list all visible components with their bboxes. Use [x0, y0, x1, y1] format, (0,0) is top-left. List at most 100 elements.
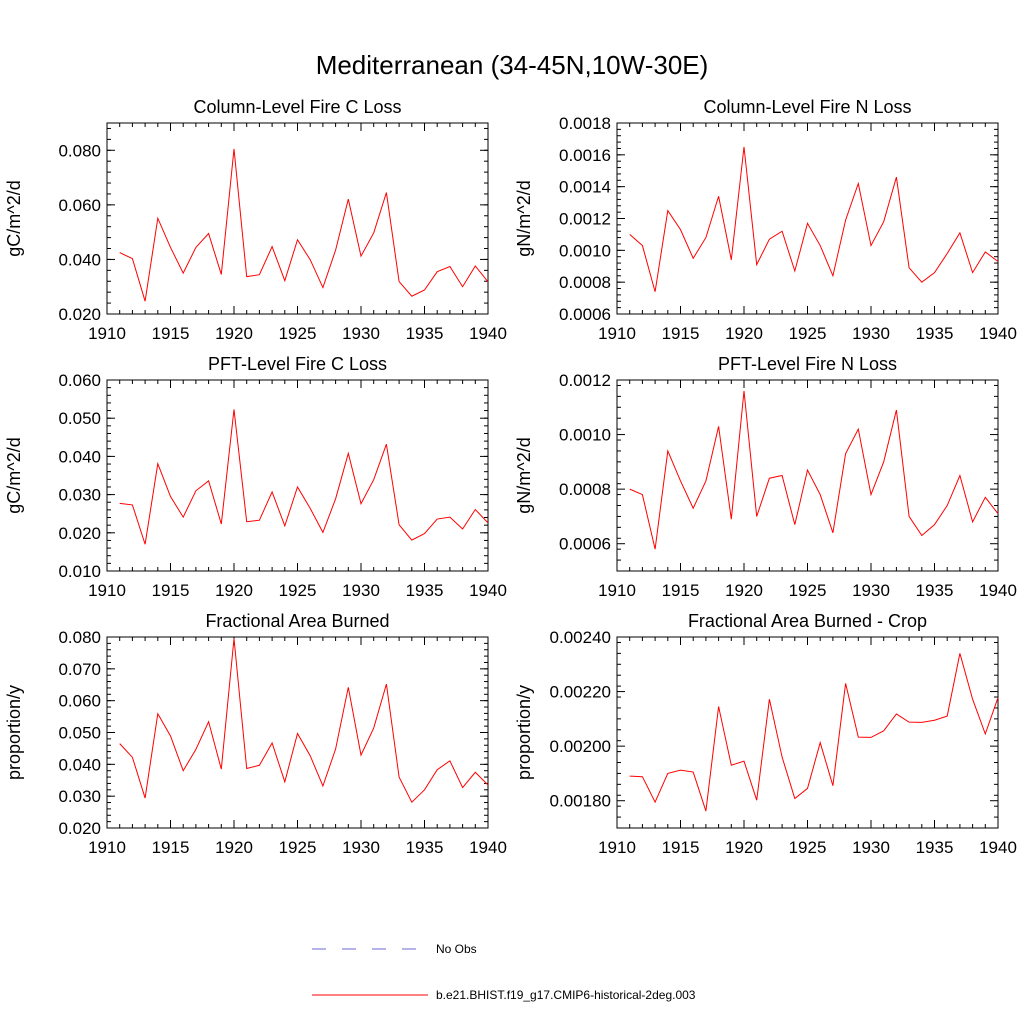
y-axis-label: proportion/y	[514, 685, 534, 780]
x-tick-label: 1940	[469, 581, 507, 600]
x-tick-label: 1910	[88, 581, 126, 600]
figure-title: Mediterranean (34-45N,10W-30E)	[316, 50, 709, 80]
y-axis-label: gC/m^2/d	[4, 437, 24, 513]
panel-title: Fractional Area Burned	[205, 611, 389, 631]
y-tick-label: 0.0006	[559, 305, 611, 324]
x-tick-label: 1915	[662, 838, 700, 857]
y-tick-label: 0.00240	[550, 628, 611, 647]
x-tick-label: 1915	[152, 581, 190, 600]
chart-panel-2: 1910 1915 1920 1925 1930 1935 1940 0.0006 0.0008…	[514, 97, 1017, 343]
x-tick-label: 1910	[598, 838, 636, 857]
x-tick-label: 1920	[215, 324, 253, 343]
x-tick-label: 1920	[215, 838, 253, 857]
plot-frame	[616, 122, 999, 315]
chart-panel-5: 1910 1915 1920 1925 1930 1935 1940 0.020 0.030 0.…	[4, 611, 507, 857]
x-tick-label: 1935	[916, 581, 954, 600]
x-tick-label: 1920	[725, 324, 763, 343]
y-tick-label: 0.060	[58, 692, 101, 711]
x-tick-label: 1925	[279, 838, 317, 857]
y-axis-label: proportion/y	[4, 685, 24, 780]
series-line	[119, 638, 489, 804]
x-tick-label: 1910	[88, 838, 126, 857]
y-tick-label: 0.060	[58, 196, 101, 215]
x-tick-label: 1915	[152, 838, 190, 857]
x-tick-label: 1930	[852, 581, 890, 600]
x-tick-label: 1935	[406, 581, 444, 600]
series-line	[119, 409, 489, 545]
y-tick-label: 0.00180	[550, 792, 611, 811]
x-tick-label: 1940	[469, 838, 507, 857]
x-tick-label: 1935	[406, 838, 444, 857]
x-tick-label: 1935	[916, 838, 954, 857]
panel-title: PFT-Level Fire C Loss	[208, 354, 387, 374]
y-tick-label: 0.0016	[559, 146, 611, 165]
x-tick-label: 1930	[852, 838, 890, 857]
x-tick-label: 1925	[789, 324, 827, 343]
y-tick-label: 0.0008	[559, 273, 611, 292]
x-tick-label: 1925	[789, 581, 827, 600]
x-tick-label: 1920	[215, 581, 253, 600]
x-tick-label: 1930	[342, 838, 380, 857]
panel-title: PFT-Level Fire N Loss	[718, 354, 897, 374]
y-tick-label: 0.040	[58, 447, 101, 466]
y-tick-label: 0.020	[58, 819, 101, 838]
y-tick-label: 0.060	[58, 371, 101, 390]
chart-panel-3: 1910 1915 1920 1925 1930 1935 1940 0.010 0.020 0.…	[4, 354, 507, 600]
x-tick-label: 1930	[342, 324, 380, 343]
x-tick-label: 1920	[725, 581, 763, 600]
x-tick-label: 1940	[469, 324, 507, 343]
plot-frame	[106, 122, 489, 315]
series-line	[119, 148, 489, 302]
y-tick-label: 0.020	[58, 305, 101, 324]
y-tick-label: 0.0012	[559, 371, 611, 390]
y-tick-label: 0.0006	[559, 535, 611, 554]
y-tick-label: 0.030	[58, 787, 101, 806]
y-tick-label: 0.020	[58, 524, 101, 543]
y-tick-label: 0.030	[58, 486, 101, 505]
y-tick-label: 0.0010	[559, 426, 611, 445]
y-tick-label: 0.040	[58, 755, 101, 774]
legend-label-no-obs: No Obs	[436, 942, 477, 956]
series-line	[629, 146, 999, 292]
y-tick-label: 0.0010	[559, 241, 611, 260]
y-tick-label: 0.0014	[559, 178, 611, 197]
y-tick-label: 0.080	[58, 628, 101, 647]
x-tick-label: 1915	[662, 581, 700, 600]
y-tick-label: 0.050	[58, 409, 101, 428]
y-tick-label: 0.00220	[550, 683, 611, 702]
x-tick-label: 1925	[789, 838, 827, 857]
y-axis-label: gN/m^2/d	[514, 180, 534, 256]
x-tick-label: 1910	[88, 324, 126, 343]
x-tick-label: 1940	[979, 324, 1017, 343]
legend: No Obs b.e21.BHIST.f19_g17.CMIP6-histori…	[312, 942, 696, 1002]
series-line	[629, 390, 999, 550]
chart-panel-1: 1910 1915 1920 1925 1930 1935 1940 0.020 0.040 0.…	[4, 97, 507, 343]
plot-frame	[616, 379, 999, 572]
x-tick-label: 1910	[598, 324, 636, 343]
plot-frame	[616, 636, 999, 829]
x-tick-label: 1915	[662, 324, 700, 343]
y-tick-label: 0.00200	[550, 737, 611, 756]
y-tick-label: 0.010	[58, 562, 101, 581]
panel-title: Fractional Area Burned - Crop	[688, 611, 927, 631]
x-tick-label: 1925	[279, 581, 317, 600]
y-tick-label: 0.0012	[559, 210, 611, 229]
plot-frame	[106, 379, 489, 572]
x-tick-label: 1935	[916, 324, 954, 343]
x-tick-label: 1925	[279, 324, 317, 343]
x-tick-label: 1910	[598, 581, 636, 600]
y-tick-label: 0.080	[58, 141, 101, 160]
chart-panel-6: 1910 1915 1920 1925 1930 1935 1940 0.00180 0.002…	[514, 611, 1017, 857]
x-tick-label: 1935	[406, 324, 444, 343]
series-line	[629, 653, 999, 812]
y-tick-label: 0.050	[58, 724, 101, 743]
y-tick-label: 0.0008	[559, 480, 611, 499]
panel-title: Column-Level Fire C Loss	[193, 97, 401, 117]
chart-panel-4: 1910 1915 1920 1925 1930 1935 1940 0.0006 0.0008…	[514, 354, 1017, 600]
x-tick-label: 1915	[152, 324, 190, 343]
panel-title: Column-Level Fire N Loss	[703, 97, 911, 117]
y-axis-label: gC/m^2/d	[4, 180, 24, 256]
x-tick-label: 1940	[979, 581, 1017, 600]
y-tick-label: 0.070	[58, 660, 101, 679]
